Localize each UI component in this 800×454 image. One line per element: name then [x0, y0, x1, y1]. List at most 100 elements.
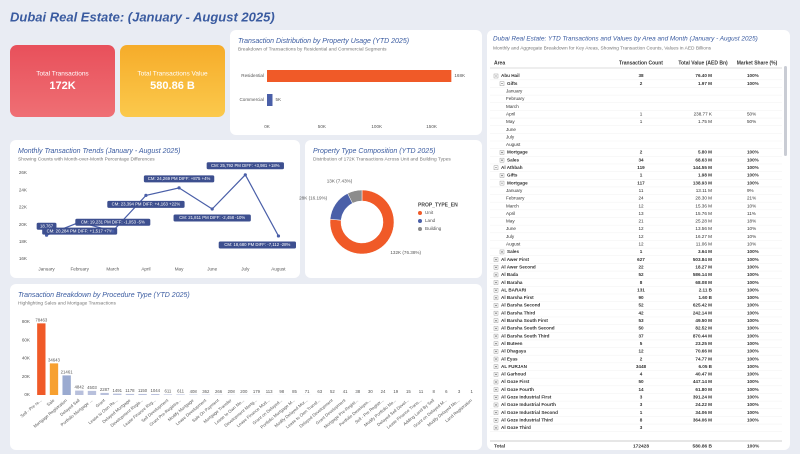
x-tick-label: 0K: [264, 124, 271, 129]
chart-panel: [230, 30, 482, 135]
bar: [267, 94, 273, 106]
table-cell: 90: [638, 295, 644, 300]
table-cell: 144.55 M: [693, 165, 712, 170]
kpi-value: 580.86 B: [150, 80, 195, 92]
annotation-box: [75, 218, 151, 226]
table-cell: 21: [638, 219, 644, 224]
data-label: 98: [279, 389, 284, 394]
table-cell: May: [506, 119, 515, 124]
table-cell: 5.80 M: [698, 150, 712, 155]
data-label: 208: [228, 389, 236, 394]
y-tick-label: 40K: [22, 356, 31, 361]
table-cell: 52: [638, 303, 644, 308]
annotation-box: [218, 241, 296, 249]
legend-title: PROP_TYPE_EN: [418, 202, 458, 208]
table-cell: 1: [640, 111, 643, 116]
table-cell: 68.08 M: [695, 280, 712, 285]
bar: [75, 390, 84, 395]
point: [243, 173, 247, 177]
table-cell: 870.44 M: [693, 333, 712, 338]
table-cell: 50: [638, 379, 644, 384]
column-header: Transaction Count: [619, 60, 663, 66]
bar: [138, 393, 147, 395]
x-tick-label: June: [207, 267, 217, 272]
table-cell: Al Garhoud: [501, 372, 526, 377]
table-cell: 50: [638, 326, 644, 331]
table-cell: 5: [640, 341, 643, 346]
table-cell: 100%: [747, 272, 759, 277]
data-label: 85: [292, 389, 297, 394]
data-label: CM: 20,284 PM DIFF: +1,517 +7%: [47, 228, 113, 233]
table-cell: 15.36 M: [695, 203, 712, 208]
table-cell: 11: [639, 188, 644, 193]
scrollbar[interactable]: [784, 66, 787, 156]
x-tick-label: Sale: [46, 397, 56, 407]
table-cell: 13.11 M: [696, 188, 712, 193]
table-cell: 100%: [747, 333, 759, 338]
table-cell: 1.60 B: [698, 295, 712, 300]
bar: [125, 393, 135, 395]
data-label: 362: [202, 389, 210, 394]
point: [144, 193, 148, 198]
table-cell: Al Baraha: [501, 280, 523, 285]
data-label: 200: [240, 389, 248, 394]
table-cell: 100%: [747, 280, 759, 285]
table-cell: Al Bada: [501, 272, 519, 277]
table-cell: 100%: [747, 356, 759, 361]
table-title: Dubai Real Estate: YTD Transactions and …: [493, 36, 758, 43]
table-cell: January: [506, 89, 523, 94]
x-tick-label: April: [141, 267, 150, 272]
table-cell: Al Barsha South First: [501, 318, 548, 323]
table-cell: Al Buteen: [501, 341, 523, 346]
table-cell: Al Goze Industrial First: [501, 395, 552, 400]
table-cell: 100%: [747, 402, 759, 407]
data-label: 71: [305, 389, 310, 394]
chart-title: Property Type Composition (YTD 2025): [313, 148, 435, 155]
chart-title: Transaction Breakdown by Procedure Type …: [18, 292, 190, 299]
table-cell: 12: [638, 349, 644, 354]
table-cell: 100%: [747, 372, 759, 377]
table-cell: Al Goze Industrial Third: [501, 417, 553, 422]
table-cell: 6.05 B: [698, 364, 712, 369]
donut-slice: [347, 189, 363, 204]
chart-subtitle: Highlighting Sales and Mortgage Transact…: [18, 300, 116, 306]
table-cell: 25.28 M: [695, 219, 712, 224]
table-cell: 1: [640, 119, 643, 124]
table-cell: 1.97 M: [698, 81, 712, 86]
table-cell: August: [506, 242, 521, 247]
table-cell: 100%: [747, 165, 759, 170]
table-cell: 1.98 M: [698, 173, 712, 178]
table-cell: Al Goze Third: [501, 425, 531, 430]
table-cell: 21%: [747, 196, 756, 201]
annotation-box: [42, 227, 118, 235]
table-cell: 37: [638, 333, 644, 338]
data-label: 52: [330, 389, 335, 394]
data-label: 11: [419, 389, 424, 394]
data-label: 34643: [48, 358, 61, 363]
data-label: 2287: [100, 387, 110, 392]
table-cell: May: [506, 219, 515, 224]
table-cell: July: [506, 134, 515, 139]
table-cell: 24.22 M: [695, 402, 712, 407]
data-label: 24: [381, 389, 386, 394]
annotation-box: [173, 214, 251, 222]
x-tick-label: 100K: [371, 124, 383, 129]
data-label: 15: [406, 389, 411, 394]
legend-label: Building: [425, 226, 442, 231]
data-label: CM: 18,680 PM DIFF: -7,112 -28%: [224, 242, 290, 247]
x-tick-label: July: [241, 267, 250, 272]
y-tick-label: Commercial: [239, 97, 264, 102]
table-cell: Al Eyas: [501, 356, 518, 361]
data-label: 179: [253, 389, 261, 394]
data-label: 611: [177, 389, 184, 394]
table-cell: 38: [638, 73, 644, 78]
table-cell: 1: [640, 173, 643, 178]
table-cell: August: [506, 142, 521, 147]
x-tick-label: January: [38, 267, 55, 272]
y-tick-label: 20K: [22, 374, 31, 379]
table-cell: Al Goze Fourth: [501, 387, 534, 392]
table-cell: Sales: [507, 157, 519, 162]
legend-label: Land: [425, 218, 436, 223]
table-cell: 100%: [747, 264, 759, 269]
table-cell: 3.64 M: [698, 249, 712, 254]
